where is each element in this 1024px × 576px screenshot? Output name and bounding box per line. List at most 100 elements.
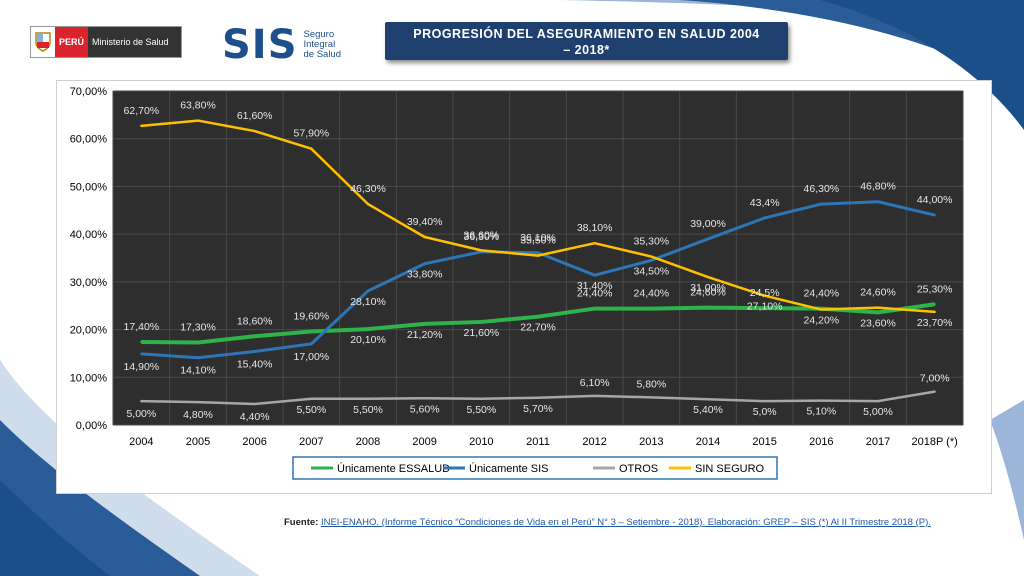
data-label: 23,70% xyxy=(917,317,953,329)
data-point xyxy=(650,307,653,310)
data-point xyxy=(423,322,426,326)
data-label: 6,10% xyxy=(580,377,610,389)
data-point xyxy=(140,124,143,128)
title-line-1: PROGRESIÓN DEL ASEGURAMIENTO EN SALUD 20… xyxy=(413,27,760,41)
data-label: 17,30% xyxy=(180,321,216,333)
source-label: Fuente: xyxy=(284,517,319,528)
data-point xyxy=(706,275,710,279)
data-point xyxy=(933,303,936,306)
data-label: 4,80% xyxy=(183,409,213,421)
data-label: 35,30% xyxy=(634,236,670,248)
data-label: 24,60% xyxy=(690,287,726,299)
data-point xyxy=(650,259,653,262)
data-label: 31,40% xyxy=(577,280,613,292)
chart-frame: 0,00% 10,00% 20,00% 30,00% 40,00% 50,00% 60,00… xyxy=(56,80,992,494)
data-point xyxy=(933,310,936,314)
data-label: 46,30% xyxy=(804,183,840,195)
data-label: 15,40% xyxy=(237,359,273,371)
x-tick-label: 2012 xyxy=(582,436,606,448)
data-label: 24,20% xyxy=(804,315,840,327)
data-point xyxy=(650,255,653,258)
source-note: Fuente: INEI-ENAHO. (Informe Técnico “Co… xyxy=(284,517,974,529)
data-label: 20,10% xyxy=(350,334,386,346)
data-point xyxy=(763,216,766,220)
data-label: 21,20% xyxy=(407,329,443,341)
y-tick-label: 40,00% xyxy=(70,229,108,241)
data-point xyxy=(253,335,256,338)
source-link[interactable]: INEI-ENAHO. (Informe Técnico “Condicione… xyxy=(320,517,931,528)
data-point xyxy=(480,320,483,324)
sis-sub1: Seguro xyxy=(303,29,335,40)
data-point xyxy=(310,397,313,400)
data-point xyxy=(366,327,370,331)
data-label: 24,40% xyxy=(577,288,613,300)
plot-area xyxy=(113,91,963,425)
slide-title: PROGRESIÓN DEL ASEGURAMIENTO EN SALUD 20… xyxy=(385,22,788,60)
data-label: 17,40% xyxy=(124,321,160,333)
y-tick-label: 0,00% xyxy=(76,420,107,432)
data-point xyxy=(593,242,596,245)
data-label: 5,60% xyxy=(410,403,440,415)
data-point xyxy=(536,254,540,257)
y-tick-label: 20,00% xyxy=(70,325,108,337)
data-point xyxy=(310,342,313,346)
data-label: 18,60% xyxy=(237,315,273,327)
x-tick-label: 2015 xyxy=(752,436,776,448)
data-point xyxy=(876,306,880,309)
data-label: 7,00% xyxy=(920,373,950,385)
x-tick-label: 2005 xyxy=(186,436,210,448)
data-label: 19,60% xyxy=(294,310,330,322)
data-point xyxy=(593,307,596,310)
data-point xyxy=(140,399,143,403)
data-label: 36,60% xyxy=(464,229,500,241)
data-point xyxy=(480,397,483,400)
data-label: 27,10% xyxy=(747,301,783,313)
data-point xyxy=(196,341,200,344)
data-label: 23,60% xyxy=(860,317,896,329)
data-point xyxy=(196,119,200,122)
data-point xyxy=(253,402,256,406)
data-point xyxy=(140,352,143,356)
data-point xyxy=(820,399,823,402)
data-label: 46,30% xyxy=(350,183,386,195)
data-label: 5,0% xyxy=(753,406,777,418)
legend-label: Únicamente ESSALUD xyxy=(337,462,450,475)
data-point xyxy=(366,289,370,293)
data-label: 5,80% xyxy=(636,378,666,390)
data-point xyxy=(423,235,426,239)
legend-label: Únicamente SIS xyxy=(469,462,548,475)
x-tick-label: 2018P (*) xyxy=(912,436,958,448)
x-tick-label: 2009 xyxy=(412,436,436,448)
data-point xyxy=(876,399,880,403)
sis-sub3: de Salud xyxy=(303,49,342,60)
coat-of-arms-icon xyxy=(31,28,55,56)
data-label: 44,00% xyxy=(917,194,953,206)
data-label: 5,50% xyxy=(353,404,383,416)
data-point xyxy=(366,202,370,206)
y-tick-label: 60,00% xyxy=(70,134,108,146)
x-tick-label: 2010 xyxy=(469,436,493,448)
data-point xyxy=(196,400,200,404)
data-point xyxy=(593,394,596,398)
data-point xyxy=(933,390,936,393)
sis-sub2: Integral xyxy=(303,39,336,50)
data-point xyxy=(763,306,766,310)
data-point xyxy=(536,396,540,400)
data-label: 4,40% xyxy=(240,411,270,423)
x-tick-label: 2007 xyxy=(299,436,323,448)
x-tick-label: 2017 xyxy=(866,436,890,448)
data-label: 5,50% xyxy=(296,404,326,416)
data-label: 62,70% xyxy=(124,105,160,117)
data-label: 43,4% xyxy=(750,197,780,209)
data-label: 24,60% xyxy=(860,287,896,299)
data-label: 24,5% xyxy=(750,287,780,299)
data-point xyxy=(763,399,766,403)
data-label: 5,50% xyxy=(466,404,496,416)
data-point xyxy=(650,396,653,399)
data-point xyxy=(366,397,370,400)
data-label: 5,00% xyxy=(863,406,893,418)
data-label: 63,80% xyxy=(180,100,216,112)
data-point xyxy=(593,273,596,277)
data-label: 61,60% xyxy=(237,110,273,122)
data-label: 35,50% xyxy=(520,235,556,247)
